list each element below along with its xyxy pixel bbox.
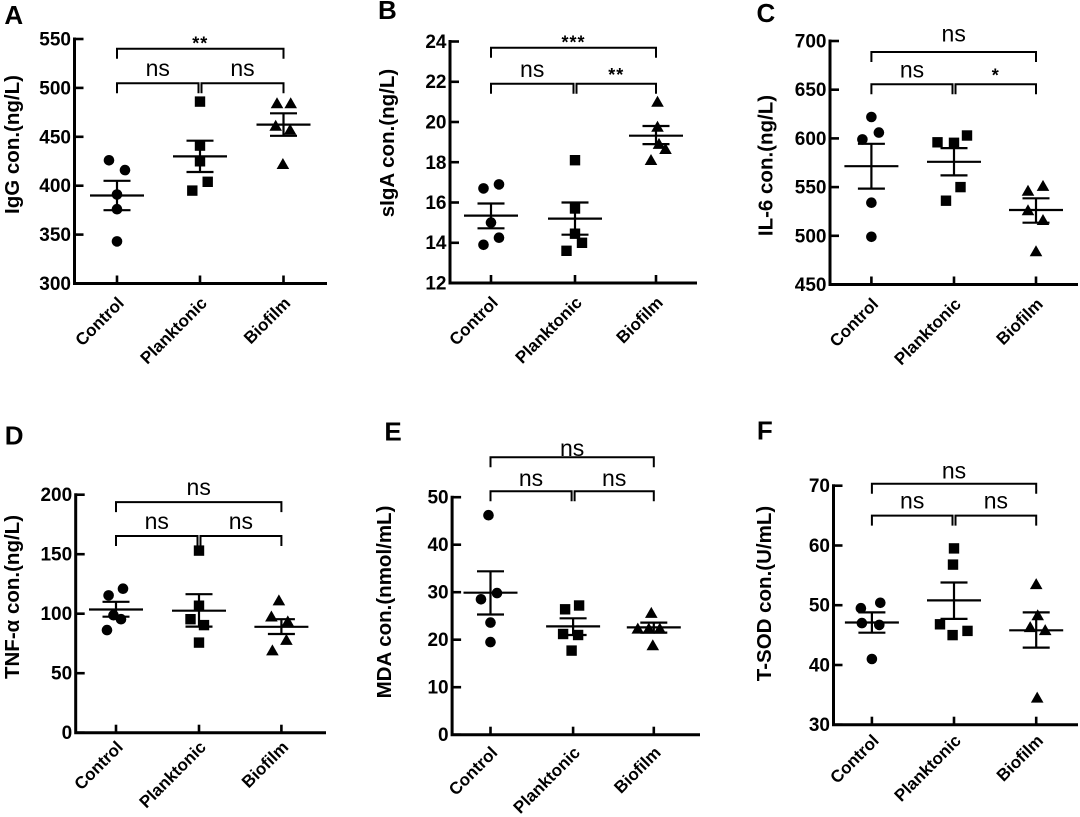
svg-text:150: 150 bbox=[40, 545, 72, 566]
svg-text:ns: ns bbox=[900, 56, 924, 82]
svg-text:MDA con.(nmol/mL): MDA con.(nmol/mL) bbox=[373, 506, 396, 699]
svg-text:16: 16 bbox=[425, 193, 446, 214]
svg-text:24: 24 bbox=[425, 32, 447, 53]
svg-text:40: 40 bbox=[809, 656, 830, 677]
svg-text:ns: ns bbox=[146, 55, 170, 81]
svg-text:10: 10 bbox=[427, 678, 448, 699]
svg-text:30: 30 bbox=[809, 715, 830, 736]
svg-text:ns: ns bbox=[230, 55, 254, 81]
svg-text:22: 22 bbox=[425, 72, 446, 93]
svg-text:700: 700 bbox=[795, 32, 827, 53]
svg-text:**: ** bbox=[608, 65, 624, 85]
svg-text:D: D bbox=[5, 420, 24, 450]
svg-text:500: 500 bbox=[795, 226, 827, 247]
svg-text:C: C bbox=[757, 0, 776, 28]
svg-text:T-SOD con.(U/mL): T-SOD con.(U/mL) bbox=[753, 506, 776, 681]
svg-text:18: 18 bbox=[425, 153, 446, 174]
svg-text:ns: ns bbox=[187, 474, 211, 500]
svg-text:550: 550 bbox=[795, 178, 827, 199]
svg-text:12: 12 bbox=[425, 274, 446, 295]
svg-text:450: 450 bbox=[795, 275, 827, 296]
svg-text:50: 50 bbox=[51, 664, 72, 685]
svg-text:F: F bbox=[757, 415, 773, 445]
svg-text:40: 40 bbox=[427, 535, 448, 556]
svg-text:550: 550 bbox=[39, 30, 71, 51]
svg-text:70: 70 bbox=[809, 476, 830, 497]
svg-text:0: 0 bbox=[62, 723, 73, 744]
svg-text:B: B bbox=[378, 0, 397, 25]
svg-text:50: 50 bbox=[427, 488, 448, 509]
svg-text:0: 0 bbox=[438, 725, 449, 746]
svg-text:450: 450 bbox=[39, 127, 71, 148]
svg-text:**: ** bbox=[192, 34, 208, 54]
svg-text:20: 20 bbox=[427, 630, 448, 651]
svg-text:***: *** bbox=[561, 33, 585, 53]
svg-text:ns: ns bbox=[984, 488, 1008, 514]
svg-text:ns: ns bbox=[519, 465, 543, 491]
svg-text:400: 400 bbox=[39, 176, 71, 197]
svg-text:sIgA con.(ng/L): sIgA con.(ng/L) bbox=[376, 69, 399, 217]
svg-text:60: 60 bbox=[809, 536, 830, 557]
svg-text:IL-6 con.(ng/L): IL-6 con.(ng/L) bbox=[755, 95, 778, 236]
svg-text:TNF-α con.(ng/L): TNF-α con.(ng/L) bbox=[1, 515, 24, 679]
svg-text:200: 200 bbox=[40, 485, 72, 506]
svg-text:A: A bbox=[4, 0, 23, 30]
svg-text:ns: ns bbox=[520, 56, 544, 82]
svg-text:E: E bbox=[384, 416, 401, 446]
svg-text:ns: ns bbox=[229, 508, 253, 534]
svg-text:30: 30 bbox=[427, 583, 448, 604]
svg-text:650: 650 bbox=[795, 80, 827, 101]
svg-text:ns: ns bbox=[942, 21, 966, 47]
svg-text:300: 300 bbox=[39, 274, 71, 295]
svg-text:*: * bbox=[992, 65, 1000, 85]
svg-text:ns: ns bbox=[900, 488, 924, 514]
svg-text:ns: ns bbox=[560, 435, 584, 461]
svg-text:ns: ns bbox=[942, 458, 966, 484]
svg-text:500: 500 bbox=[39, 78, 71, 99]
svg-text:20: 20 bbox=[425, 113, 446, 134]
svg-text:ns: ns bbox=[602, 465, 626, 491]
svg-text:100: 100 bbox=[40, 604, 72, 625]
svg-text:14: 14 bbox=[425, 233, 447, 254]
svg-text:IgG con.(ng/L): IgG con.(ng/L) bbox=[1, 75, 24, 214]
svg-text:50: 50 bbox=[809, 596, 830, 617]
svg-text:350: 350 bbox=[39, 225, 71, 246]
svg-text:600: 600 bbox=[795, 129, 827, 150]
svg-text:ns: ns bbox=[145, 508, 169, 534]
